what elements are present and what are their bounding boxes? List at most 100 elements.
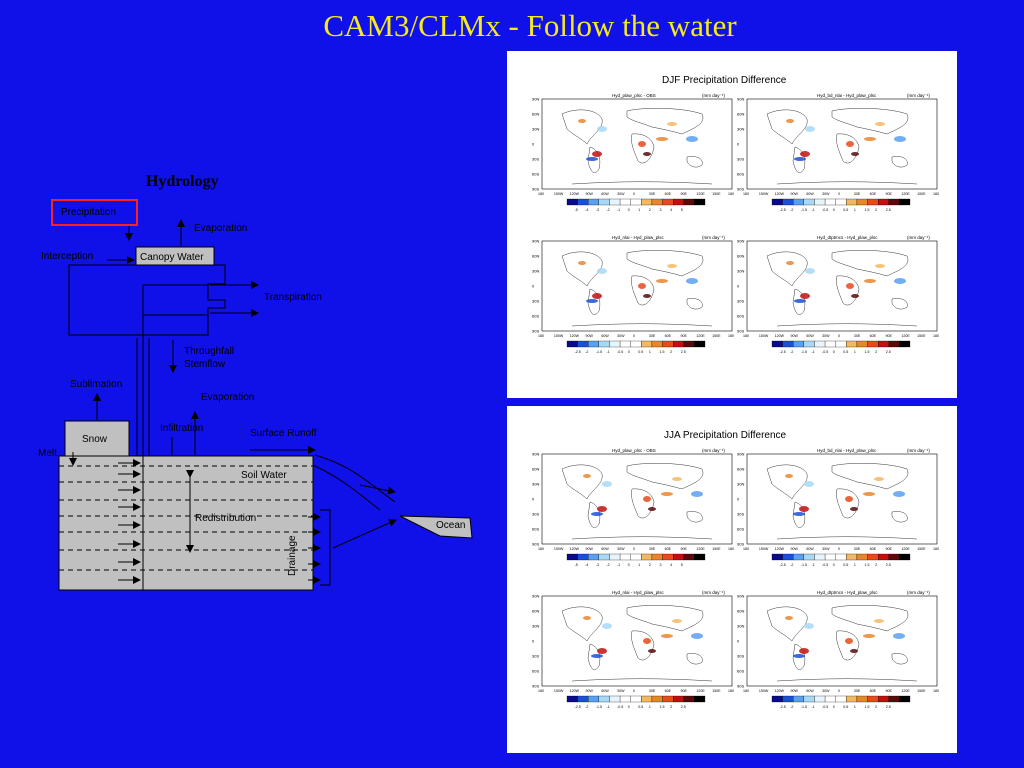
colorbar-label: 1.5 (660, 705, 665, 709)
interception-label: Interception (41, 251, 93, 262)
drainage-arrows (308, 513, 321, 584)
colorbar-label: -3 (596, 563, 599, 567)
anomaly-patch (875, 264, 885, 268)
lon-tick-label: 180 (728, 192, 734, 196)
runoff-to-ocean-arrow (359, 484, 396, 495)
colorbar-swatch (683, 553, 695, 561)
colorbar-label: 1.5 (865, 208, 870, 212)
lat-tick-label: 30S (532, 299, 539, 304)
coastline (571, 678, 713, 682)
anomaly-patch (686, 278, 698, 284)
anomaly-patch (672, 619, 682, 623)
lon-tick-label: 120W (775, 547, 785, 551)
lat-tick-label: 60N (737, 254, 744, 259)
coastline (831, 605, 909, 632)
coastline (587, 643, 601, 670)
lon-tick-label: 150W (759, 334, 769, 338)
lon-tick-label: 90E (886, 689, 893, 693)
colorbar-label: -2.5 (780, 350, 786, 354)
lat-tick-label: 30S (737, 157, 744, 162)
lat-tick-label: 60S (532, 172, 539, 177)
colorbar-swatch (771, 340, 783, 348)
coastline (631, 133, 655, 164)
colorbar-label: -2 (606, 208, 609, 212)
anomaly-patch (656, 137, 668, 141)
precipitation-box (51, 199, 138, 226)
lon-tick-label: 180 (743, 547, 749, 551)
colorbar-swatch (598, 553, 610, 561)
anomaly-patch (586, 157, 598, 161)
lat-tick-label: 60N (532, 254, 539, 259)
lat-tick-label: 30S (532, 654, 539, 659)
coastline (891, 156, 908, 168)
lon-tick-label: 90W (586, 689, 594, 693)
colorbar-label: 2 (875, 350, 877, 354)
anomaly-patch (578, 261, 586, 265)
coastline (792, 501, 806, 528)
anomaly-patch (894, 278, 906, 284)
lat-tick-label: 30N (737, 624, 744, 629)
colorbar-label: -1.5 (596, 350, 602, 354)
lon-tick-label: 120W (570, 547, 580, 551)
colorbar-swatch (824, 198, 836, 206)
colorbar-swatch (803, 695, 815, 703)
coastline (626, 250, 704, 277)
colorbar-swatch (814, 340, 826, 348)
lon-tick-label: 180 (743, 192, 749, 196)
anomaly-patch (851, 152, 859, 156)
lon-tick-label: 180 (728, 689, 734, 693)
colorbar-label: -1 (617, 563, 620, 567)
lat-tick-label: 90S (532, 187, 539, 192)
colorbar-swatch (673, 340, 684, 348)
colorbar-label: 1.5 (660, 350, 665, 354)
colorbar-swatch (888, 198, 900, 206)
lat-tick-label: 90S (737, 542, 744, 547)
map-units: (mm day⁻¹) (702, 590, 725, 595)
lon-tick-label: 120E (901, 334, 910, 338)
colorbar-label: -4 (585, 208, 588, 212)
lon-tick-label: 30W (822, 689, 830, 693)
lat-tick-label: 60S (737, 314, 744, 319)
colorbar-swatch (588, 695, 599, 703)
anomaly-patch (786, 261, 794, 265)
lat-tick-label: 90S (532, 329, 539, 334)
drainage-bracket (320, 509, 331, 586)
lon-tick-label: 60E (870, 334, 877, 338)
lon-tick-label: 30E (854, 689, 861, 693)
colorbar-swatch (856, 340, 868, 348)
snow-box (64, 420, 130, 457)
coastline (766, 606, 808, 642)
colorbar-swatch (793, 340, 804, 348)
colorbar-swatch (793, 695, 804, 703)
coastline (831, 463, 909, 490)
lon-tick-label: 60W (806, 689, 814, 693)
colorbar-swatch (651, 340, 663, 348)
lon-tick-label: 150E (917, 547, 926, 551)
colorbar-label: -1 (606, 350, 609, 354)
lat-tick-label: 90S (737, 329, 744, 334)
colorbar-swatch (899, 340, 911, 348)
coastline (766, 464, 808, 500)
slide-title: CAM3/CLMx - Follow the water (323, 8, 737, 43)
anomaly-patch (851, 294, 859, 298)
lon-tick-label: 150E (712, 334, 721, 338)
anomaly-patch (686, 136, 698, 142)
anomaly-patch (874, 619, 884, 623)
coastline (626, 605, 704, 632)
coastline (836, 133, 860, 164)
colorbar-label: 1 (649, 705, 651, 709)
colorbar-swatch (683, 198, 695, 206)
lon-tick-label: 0 (633, 192, 635, 196)
lat-tick-label: 0 (532, 142, 535, 147)
jja-map-tr: Hyd_bd_nlai - Hyd_plaw_plsc (mm day⁻¹) 90N… (737, 448, 939, 567)
map-units: (mm day⁻¹) (907, 235, 930, 240)
lon-tick-label: 180 (728, 334, 734, 338)
lon-tick-label: 90E (886, 334, 893, 338)
coastline (561, 251, 603, 287)
coastline (571, 181, 713, 185)
djf-map-tl: Hyd_plaw_plsc - OBS (mm day⁻¹) 90N 60N 30N 0 3… (532, 93, 734, 212)
lon-tick-label: 60W (806, 334, 814, 338)
coastline (631, 630, 655, 661)
coastline (561, 109, 603, 145)
colorbar-swatch (566, 553, 578, 561)
